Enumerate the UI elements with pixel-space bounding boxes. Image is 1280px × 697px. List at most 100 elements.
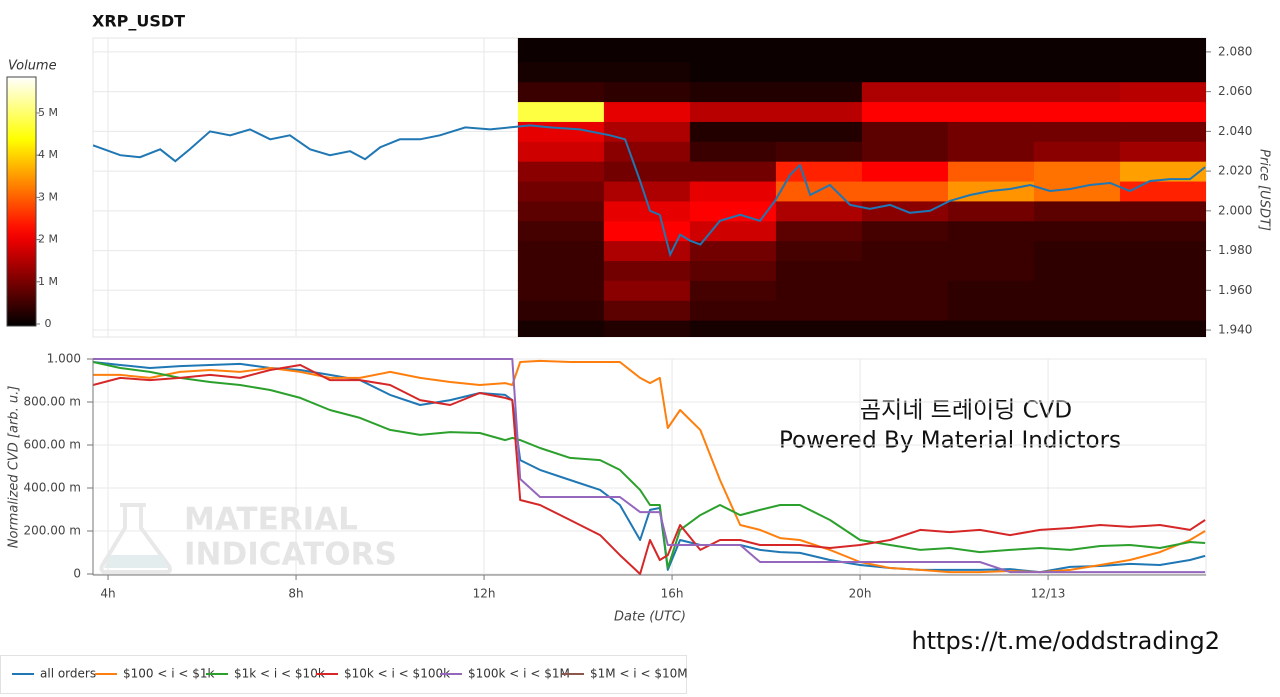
y-tick-label: 600.00 m xyxy=(24,438,82,452)
heatmap-cell xyxy=(1119,200,1206,222)
heatmap-cell xyxy=(689,260,777,281)
heatmap-cell xyxy=(861,121,949,142)
heatmap-cell xyxy=(689,61,777,83)
heatmap-cell xyxy=(603,240,691,262)
heatmap-cell xyxy=(775,121,863,142)
y2-tick-label: 2.080 xyxy=(1218,44,1252,58)
heatmap-cell xyxy=(947,320,1035,337)
heatmap-cell xyxy=(1119,161,1206,182)
x-tick-label: 12/13 xyxy=(1031,587,1066,601)
heatmap-cell xyxy=(1119,181,1206,202)
heatmap-cell xyxy=(947,101,1035,122)
link-text: https://t.me/oddstrading2 xyxy=(911,627,1220,655)
y-axis-label: Normalized CVD [arb. u.] xyxy=(7,386,22,549)
heatmap-cell xyxy=(689,141,777,162)
heatmap-cell xyxy=(1033,200,1121,222)
heatmap-cell xyxy=(1033,61,1121,83)
watermark-text: MATERIAL xyxy=(184,502,358,538)
heatmap-cell xyxy=(517,61,605,83)
y-tick-label: 400.00 m xyxy=(24,481,82,495)
x-tick-label: 4h xyxy=(100,587,115,601)
colorbar xyxy=(6,76,37,327)
y-tick-label: 200.00 m xyxy=(24,524,82,538)
heatmap-cell xyxy=(1119,81,1206,103)
heatmap-cell xyxy=(861,300,949,321)
heatmap-cell xyxy=(517,81,605,103)
x-tick-label: 8h xyxy=(288,587,303,601)
heatmap-cell xyxy=(1033,260,1121,281)
heatmap-cell xyxy=(1033,101,1121,122)
heatmap-cell xyxy=(689,220,777,242)
heatmap-cell xyxy=(1119,38,1206,63)
y-tick-label: 0 xyxy=(73,567,81,581)
heatmap-cell xyxy=(603,101,691,122)
heatmap-cell xyxy=(775,280,863,301)
heatmap-cell xyxy=(1033,300,1121,321)
heatmap-cell xyxy=(861,260,949,281)
heatmap-cell xyxy=(775,220,863,242)
heatmap-cell xyxy=(1119,240,1206,262)
legend-label: $100 < i < $1k xyxy=(123,667,215,681)
heatmap-cell xyxy=(1119,101,1206,122)
colorbar-tick-label: 3 M xyxy=(38,190,58,203)
heatmap-cell xyxy=(947,260,1035,281)
y2-tick-label: 1.960 xyxy=(1218,283,1252,297)
heatmap-cell xyxy=(947,81,1035,103)
heatmap-cell xyxy=(603,38,691,63)
heatmap-cell xyxy=(689,240,777,262)
heatmap-cell xyxy=(517,280,605,301)
heatmap-cell xyxy=(861,141,949,162)
heatmap-cell xyxy=(1119,61,1206,83)
heatmap-cell xyxy=(603,61,691,83)
heatmap-cell xyxy=(517,240,605,262)
heatmap-cell xyxy=(947,280,1035,301)
heatmap-cell xyxy=(603,81,691,103)
chart-title: XRP_USDT xyxy=(92,12,185,31)
heatmap-cell xyxy=(947,38,1035,63)
heatmap-cell xyxy=(689,300,777,321)
heatmap-cell xyxy=(1033,141,1121,162)
heatmap-cell xyxy=(947,240,1035,262)
heatmap-cell xyxy=(947,61,1035,83)
heatmap-cell xyxy=(1033,320,1121,337)
heatmap-cell xyxy=(775,141,863,162)
heatmap-cell xyxy=(517,320,605,337)
heatmap-cell xyxy=(517,200,605,222)
heatmap-cell xyxy=(689,200,777,222)
heatmap-cell xyxy=(689,101,777,122)
heatmap-cell xyxy=(1033,121,1121,142)
heatmap-cell xyxy=(947,161,1035,182)
cvd-panel xyxy=(92,358,1207,576)
heatmap-cell xyxy=(1119,300,1206,321)
heatmap-cell xyxy=(689,38,777,63)
heatmap-cell xyxy=(861,181,949,202)
heatmap-cell xyxy=(947,121,1035,142)
heatmap-cell xyxy=(603,141,691,162)
heatmap-cell xyxy=(517,141,605,162)
heatmap-cell xyxy=(689,320,777,337)
heatmap-cell xyxy=(775,61,863,83)
flask-icon xyxy=(99,503,172,574)
legend-label: all orders xyxy=(40,667,96,681)
heatmap-cell xyxy=(603,300,691,321)
legend-label: $1k < i < $10k xyxy=(234,667,325,681)
heatmap-cell xyxy=(947,220,1035,242)
heatmap-cell xyxy=(1033,38,1121,63)
heatmap-cell xyxy=(861,38,949,63)
heatmap-cell xyxy=(689,280,777,301)
heatmap-cell xyxy=(1119,320,1206,337)
y2-tick-label: 1.980 xyxy=(1218,243,1252,257)
colorbar-tick-label: 4 M xyxy=(38,148,58,161)
watermark-text: INDICATORS xyxy=(184,537,397,573)
heatmap-cell xyxy=(775,320,863,337)
heatmap-cell xyxy=(603,181,691,202)
heatmap-cell xyxy=(603,200,691,222)
colorbar-tick-label: 1 M xyxy=(38,275,58,288)
colorbar-tick-label: 2 M xyxy=(38,233,58,246)
heatmap-cell xyxy=(775,81,863,103)
heatmap-cell xyxy=(603,260,691,281)
heatmap-cell xyxy=(861,280,949,301)
heatmap-cell xyxy=(603,280,691,301)
heatmap-cell xyxy=(861,320,949,337)
